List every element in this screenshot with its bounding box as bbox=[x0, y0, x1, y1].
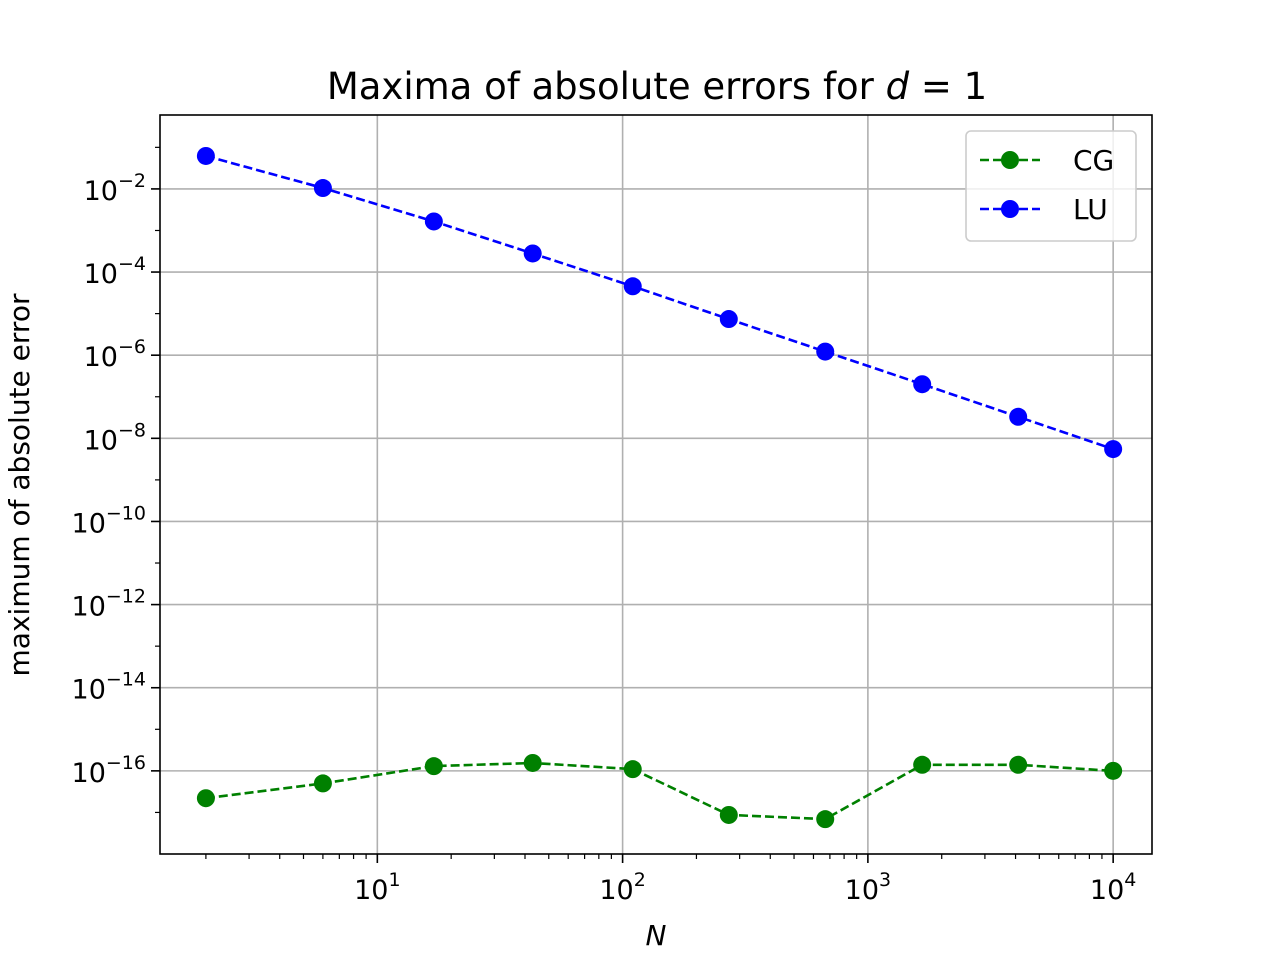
y-tick-label-2: 10−6 bbox=[84, 336, 146, 373]
y-tick-label-1: 10−4 bbox=[84, 253, 146, 290]
legend: CG LU bbox=[965, 130, 1137, 242]
plot-frame bbox=[159, 114, 1153, 855]
series-line-cg bbox=[205, 761, 1114, 821]
point-cg-7 bbox=[913, 755, 932, 774]
y-tick-label-7: 10−16 bbox=[72, 752, 146, 789]
series-cg bbox=[196, 753, 1123, 829]
point-lu-0 bbox=[196, 146, 215, 165]
legend-entry-lu: LU bbox=[980, 193, 1108, 226]
point-cg-9 bbox=[1104, 761, 1123, 780]
y-tick-label-0: 10−2 bbox=[84, 170, 146, 207]
tick-labels: 101 102 103 104 10−2 10−4 10−6 10−8 10−10 10−12 10… bbox=[72, 170, 1137, 906]
point-cg-6 bbox=[816, 810, 835, 829]
point-cg-0 bbox=[196, 789, 215, 808]
point-lu-8 bbox=[1009, 407, 1028, 426]
x-tick-label-2: 103 bbox=[845, 869, 891, 906]
legend-label-lu: LU bbox=[1073, 193, 1108, 226]
y-tick-label-3: 10−8 bbox=[84, 419, 146, 456]
x-tick-label-0: 101 bbox=[354, 869, 400, 906]
point-cg-8 bbox=[1009, 755, 1028, 774]
chart-title: Maxima of absolute errors for d = 1 bbox=[327, 65, 987, 108]
point-cg-2 bbox=[424, 757, 443, 776]
y-tick-label-6: 10−14 bbox=[72, 669, 146, 706]
x-tick-label-1: 102 bbox=[599, 869, 645, 906]
legend-label-cg: CG bbox=[1073, 144, 1114, 177]
point-lu-5 bbox=[719, 310, 738, 329]
grid bbox=[160, 115, 1152, 854]
point-lu-7 bbox=[913, 375, 932, 394]
point-lu-3 bbox=[523, 244, 542, 263]
plot-series bbox=[196, 146, 1123, 829]
point-lu-6 bbox=[816, 342, 835, 361]
point-lu-2 bbox=[424, 212, 443, 231]
point-cg-1 bbox=[313, 774, 332, 793]
series-line-lu bbox=[205, 154, 1114, 451]
legend-marker-cg bbox=[1001, 151, 1019, 169]
legend-entry-cg: CG bbox=[980, 144, 1114, 177]
series-lu bbox=[196, 146, 1123, 459]
point-cg-3 bbox=[523, 753, 542, 772]
x-axis-label: N bbox=[646, 919, 667, 952]
point-lu-4 bbox=[623, 277, 642, 296]
major-ticks bbox=[151, 188, 1114, 863]
x-tick-label-3: 104 bbox=[1090, 869, 1136, 906]
point-cg-5 bbox=[719, 805, 738, 824]
minor-ticks bbox=[155, 146, 1103, 859]
point-lu-1 bbox=[313, 179, 332, 198]
y-tick-label-4: 10−10 bbox=[72, 502, 146, 539]
point-cg-4 bbox=[623, 760, 642, 779]
y-tick-label-5: 10−12 bbox=[72, 586, 146, 623]
y-axis-label: maximum of absolute error bbox=[3, 293, 36, 676]
legend-marker-lu bbox=[1001, 200, 1019, 218]
point-lu-9 bbox=[1104, 440, 1123, 459]
